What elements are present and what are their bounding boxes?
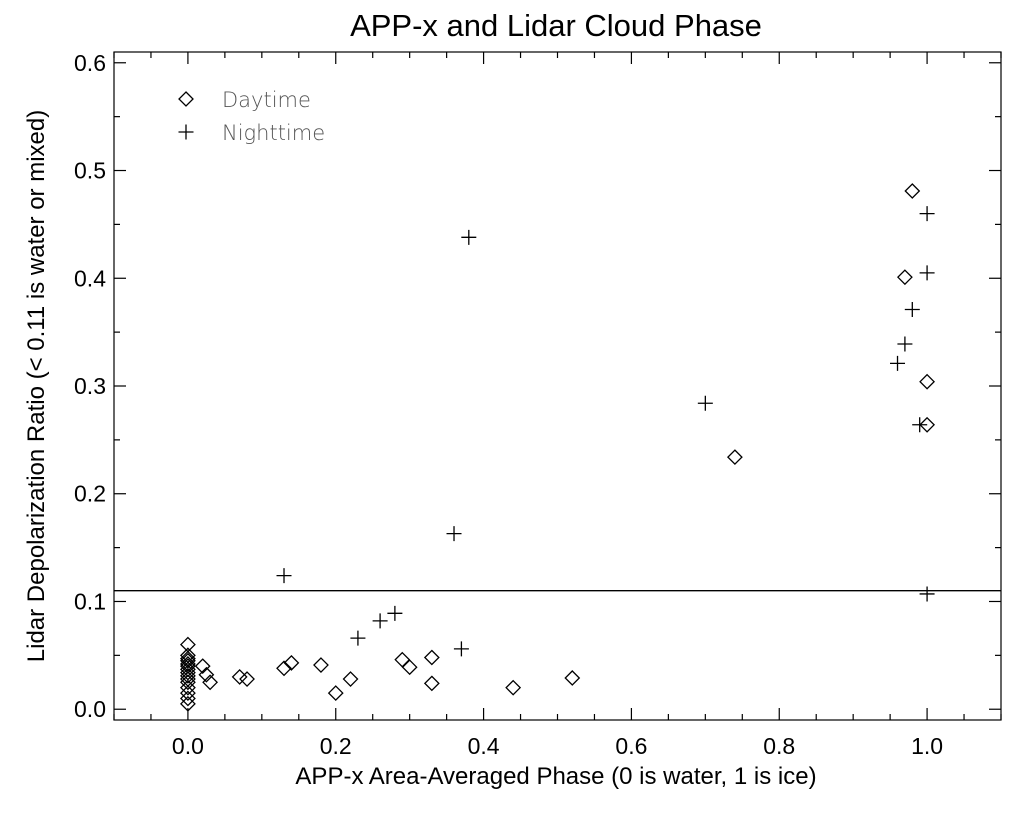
daytime-point bbox=[505, 679, 522, 696]
nighttime-point bbox=[697, 395, 713, 411]
x-tick-label: 1.0 bbox=[911, 733, 943, 759]
y-tick-label: 0.2 bbox=[74, 481, 106, 507]
y-axis-ticks: 0.0 0.1 0.2 0.3 0.4 0.5 0.6 bbox=[74, 50, 1001, 722]
daytime-point bbox=[423, 675, 440, 692]
nighttime-point bbox=[276, 568, 292, 584]
daytime-point bbox=[904, 183, 921, 199]
daytime-point bbox=[919, 373, 936, 390]
y-axis-label: Lidar Depolarization Ratio (< 0.11 is wa… bbox=[23, 110, 50, 662]
daytime-point bbox=[179, 664, 196, 681]
y-tick-label: 0.3 bbox=[74, 373, 106, 399]
nighttime-point bbox=[890, 355, 906, 371]
x-tick-label: 0.6 bbox=[615, 733, 647, 759]
daytime-point bbox=[179, 690, 196, 707]
daytime-point bbox=[179, 658, 196, 675]
nighttime-point bbox=[919, 586, 935, 602]
plus-marker-icon bbox=[178, 124, 194, 140]
x-axis-ticks: 0.0 0.2 0.4 0.6 0.8 1.0 bbox=[113, 52, 1002, 759]
daytime-point bbox=[179, 685, 196, 701]
daytime-point bbox=[394, 651, 411, 668]
daytime-point bbox=[202, 674, 219, 691]
nighttime-point bbox=[387, 605, 403, 621]
nighttime-point bbox=[350, 630, 366, 646]
daytime-point bbox=[401, 659, 418, 676]
y-tick-label: 0.0 bbox=[74, 696, 106, 722]
series-nighttime bbox=[276, 206, 935, 657]
nighttime-point bbox=[453, 641, 469, 657]
nighttime-point bbox=[919, 206, 935, 222]
daytime-point bbox=[342, 671, 359, 687]
plot-frame bbox=[113, 51, 1002, 721]
daytime-point bbox=[179, 679, 196, 696]
daytime-point bbox=[726, 449, 743, 466]
daytime-point bbox=[313, 657, 329, 673]
y-tick-label: 0.6 bbox=[74, 50, 106, 76]
x-tick-label: 0.2 bbox=[320, 733, 352, 759]
nighttime-point bbox=[461, 229, 477, 245]
x-axis-label: APP-x Area-Averaged Phase (0 is water, 1… bbox=[295, 763, 816, 790]
daytime-point bbox=[423, 649, 440, 666]
daytime-point bbox=[179, 674, 196, 691]
x-tick-label: 0.0 bbox=[172, 733, 204, 759]
diamond-marker-icon bbox=[178, 91, 194, 107]
x-tick-label: 0.8 bbox=[763, 733, 795, 759]
daytime-point bbox=[231, 668, 248, 685]
nighttime-point bbox=[904, 302, 920, 318]
nighttime-point bbox=[919, 265, 935, 281]
y-tick-label: 0.1 bbox=[74, 588, 106, 614]
daytime-point bbox=[179, 652, 196, 669]
nighttime-point bbox=[372, 613, 388, 629]
daytime-point bbox=[896, 269, 913, 286]
chart-title: APP-x and Lidar Cloud Phase bbox=[350, 8, 762, 43]
legend-label-nighttime: Nighttime bbox=[222, 121, 325, 145]
legend-item-nighttime: Nighttime bbox=[178, 121, 325, 145]
daytime-point bbox=[564, 670, 581, 686]
nighttime-point bbox=[446, 526, 462, 542]
daytime-point bbox=[179, 661, 196, 678]
legend: Daytime Nighttime bbox=[178, 88, 325, 145]
daytime-point bbox=[179, 656, 196, 672]
daytime-point bbox=[276, 660, 292, 677]
daytime-point bbox=[179, 695, 196, 712]
daytime-point bbox=[194, 658, 211, 675]
legend-item-daytime: Daytime bbox=[178, 88, 311, 112]
x-tick-label: 0.4 bbox=[468, 733, 500, 759]
daytime-point bbox=[919, 416, 936, 433]
series-daytime bbox=[179, 183, 936, 712]
daytime-point bbox=[198, 666, 215, 683]
y-tick-label: 0.4 bbox=[74, 265, 106, 291]
daytime-point bbox=[179, 636, 196, 653]
daytime-point bbox=[327, 685, 344, 701]
y-tick-label: 0.5 bbox=[74, 158, 106, 184]
nighttime-point bbox=[897, 336, 913, 352]
data-points bbox=[179, 183, 936, 712]
daytime-point bbox=[239, 671, 255, 687]
daytime-point bbox=[283, 654, 300, 671]
nighttime-point bbox=[912, 417, 928, 433]
daytime-point bbox=[179, 667, 196, 684]
legend-label-daytime: Daytime bbox=[222, 88, 311, 112]
